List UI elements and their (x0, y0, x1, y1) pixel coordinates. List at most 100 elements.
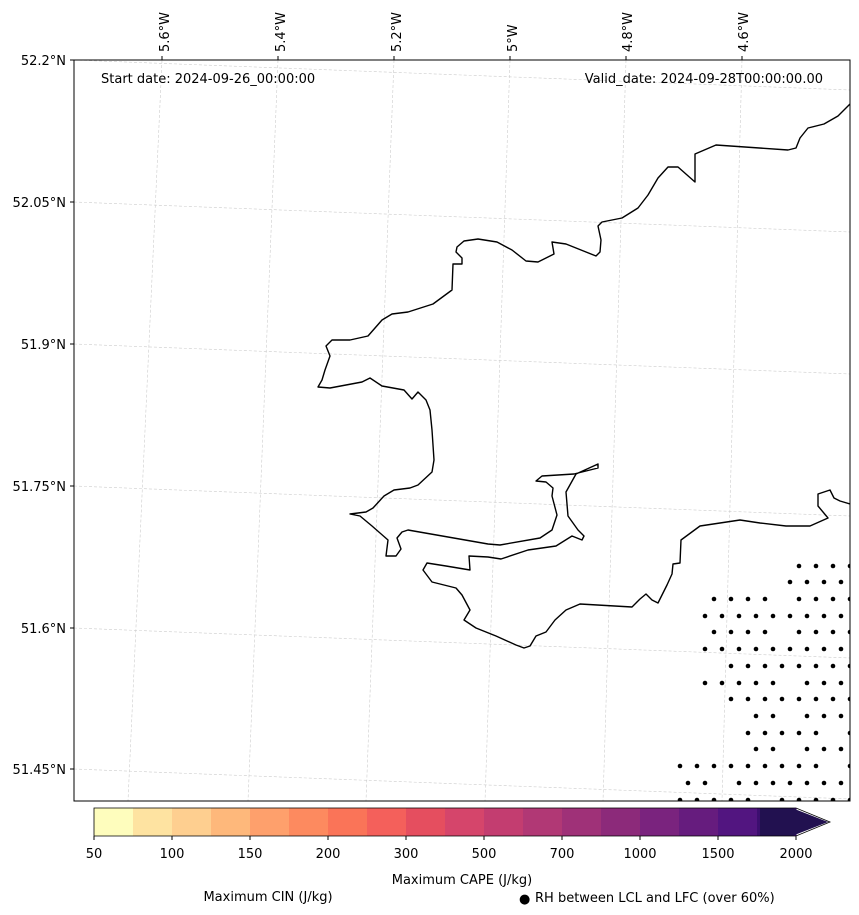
rh-stipple-dot (796, 596, 802, 602)
rh-stipple-dot (711, 629, 717, 635)
coastline-north (317, 103, 850, 649)
rh-stipple-dot (787, 613, 793, 619)
rh-stipple-dot (779, 730, 785, 736)
rh-stipple-dot (838, 780, 844, 786)
lat-label-51.45n: 51.45°N (13, 763, 66, 778)
colorbar-bin (94, 808, 134, 836)
colorbar-tick-label: 2000 (779, 847, 812, 862)
rh-stipple-dot (804, 780, 810, 786)
cape-colorbar: 50 100 150 200 300 500 700 1000 1500 2000 (86, 807, 832, 862)
rh-stipple-dot (770, 680, 776, 686)
colorbar-tick-label: 1000 (623, 847, 656, 862)
rh-stipple-dot (694, 763, 700, 769)
rh-stipple-dot (762, 696, 768, 702)
rh-stipple-dot (804, 646, 810, 652)
rh-stipple-dot (787, 579, 793, 585)
colorbar-bin (172, 808, 212, 836)
rh-stipple-dot (813, 696, 819, 702)
rh-stipple-dot (728, 596, 734, 602)
rh-stipple-dot (796, 629, 802, 635)
lat-label-51.9n: 51.9°N (21, 338, 66, 353)
rh-stipple-dot (796, 696, 802, 702)
rh-stipple-dot (821, 613, 827, 619)
meridian-5.4w (247, 60, 279, 801)
rh-stipple-dot (711, 596, 717, 602)
rh-stipple-dot (728, 696, 734, 702)
latitude-labels: 52.2°N 52.05°N 51.9°N 51.75°N 51.6°N 51.… (13, 54, 66, 778)
colorbar-extend-max (760, 808, 828, 836)
rh-stipple-dot (830, 596, 836, 602)
meridian-5.6w (127, 60, 163, 801)
rh-stipple-dot (677, 763, 683, 769)
lon-label-5w: 5°W (506, 24, 521, 52)
rh-legend-label: RH between LCL and LFC (over 60%) (535, 891, 775, 906)
rh-stipple-dot (728, 763, 734, 769)
rh-stipple-dot (830, 797, 836, 801)
rh-stipple-dot (813, 797, 819, 801)
colorbar-bin (289, 808, 329, 836)
rh-stipple-dot (694, 797, 700, 801)
rh-stipple-dot (753, 780, 759, 786)
rh-stipple-dot (796, 763, 802, 769)
rh-stipple-dot (796, 663, 802, 669)
rh-stipple-dot (813, 763, 819, 769)
parallel-51.9n (74, 343, 850, 375)
rh-stipple-dot (779, 663, 785, 669)
colorbar-tick-label: 150 (238, 847, 263, 862)
rh-stipple-dot (813, 730, 819, 736)
graticule (74, 60, 850, 801)
colorbar-tick-label: 100 (160, 847, 185, 862)
rh-stipple-dot (745, 730, 751, 736)
rh-stipple-dot (813, 563, 819, 569)
rh-stipple-dot (745, 797, 751, 801)
rh-stipple-dot (711, 797, 717, 801)
rh-stipple-dot (821, 780, 827, 786)
rh-stipple-dot (719, 680, 725, 686)
lon-label-5.4w: 5.4°W (274, 12, 289, 52)
rh-stipple-dot (702, 680, 708, 686)
rh-stipple-dot (770, 646, 776, 652)
rh-stipple-dot (779, 797, 785, 801)
lat-label-52.2n: 52.2°N (21, 54, 66, 69)
lon-label-5.2w: 5.2°W (390, 12, 405, 52)
lat-label-52.05n: 52.05°N (13, 196, 66, 211)
valid-date-label: Valid_date: 2024-09-28T00:00:00.00 (585, 72, 823, 87)
rh-stipple-dot (796, 797, 802, 801)
rh-stipple-dot (779, 696, 785, 702)
rh-stipple-dot (702, 780, 708, 786)
rh-stipple-dot (719, 613, 725, 619)
longitude-labels: 5.6°W 5.4°W 5.2°W 5°W 4.8°W 4.6°W (158, 12, 752, 52)
colorbar-bin (601, 808, 641, 836)
colorbar-tick-label: 700 (550, 847, 575, 862)
colorbar-bin (445, 808, 485, 836)
colorbar-bin (562, 808, 602, 836)
rh-stipple-dot (728, 797, 734, 801)
colorbar-bin (367, 808, 407, 836)
meridian-5.2w (365, 60, 395, 801)
rh-stipple-dot (847, 797, 850, 801)
map-frame (73, 59, 851, 802)
rh-stipple-dot (838, 713, 844, 719)
colorbar-bin (211, 808, 251, 836)
rh-stipple-dot (762, 730, 768, 736)
rh-stipple-dot (838, 613, 844, 619)
rh-stipple-dot (821, 746, 827, 752)
rh-stipple-dot (821, 680, 827, 686)
rh-stipple-dot (804, 680, 810, 686)
rh-stipple-dot (762, 763, 768, 769)
rh-stipple-dot (838, 680, 844, 686)
rh-stipple-dot (685, 780, 691, 786)
rh-stipple-dot (847, 663, 850, 669)
rh-stipple-dot (770, 713, 776, 719)
colorbar-tick-label: 200 (316, 847, 341, 862)
rh-stipple-dot (719, 646, 725, 652)
rh-stipple-dot (804, 713, 810, 719)
rh-stipple-dot (753, 713, 759, 719)
rh-stipple-dot (736, 613, 742, 619)
axis-ticks (70, 56, 743, 770)
colorbar-tick-label: 1500 (701, 847, 734, 862)
rh-stipple-dot (796, 730, 802, 736)
rh-stipple-dot (745, 696, 751, 702)
rh-stipple-dot (804, 579, 810, 585)
rh-stipple-dot (787, 646, 793, 652)
